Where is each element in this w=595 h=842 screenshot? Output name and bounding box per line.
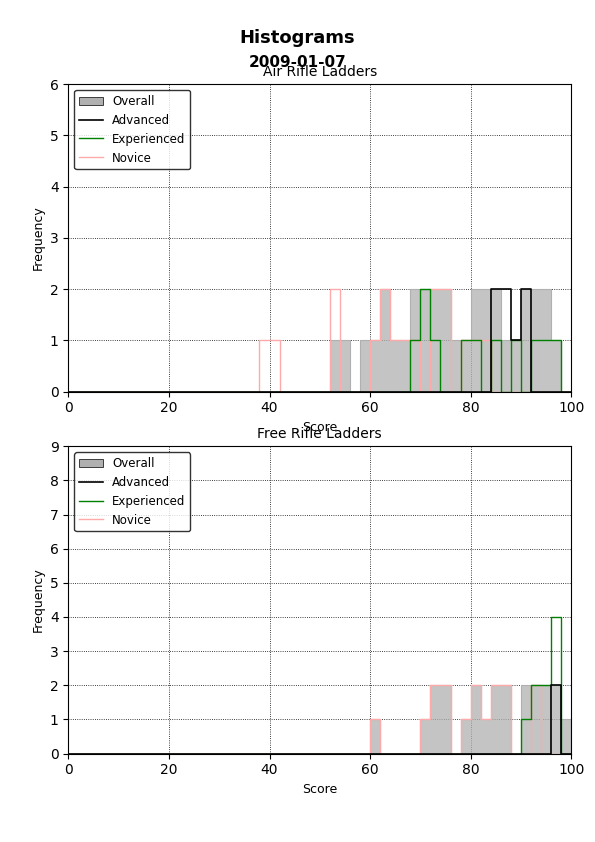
Title: Air Rifle Ladders: Air Rifle Ladders [262, 65, 377, 79]
Y-axis label: Frequency: Frequency [32, 568, 44, 632]
Polygon shape [68, 685, 581, 754]
X-axis label: Score: Score [302, 421, 337, 434]
Title: Free Rifle Ladders: Free Rifle Ladders [258, 427, 382, 441]
Text: Histograms: Histograms [240, 29, 355, 47]
Legend: Overall, Advanced, Experienced, Novice: Overall, Advanced, Experienced, Novice [74, 90, 190, 169]
Polygon shape [68, 289, 581, 392]
Text: 2009-01-07: 2009-01-07 [249, 55, 346, 70]
X-axis label: Score: Score [302, 783, 337, 796]
Y-axis label: Frequency: Frequency [32, 205, 44, 270]
Legend: Overall, Advanced, Experienced, Novice: Overall, Advanced, Experienced, Novice [74, 452, 190, 531]
